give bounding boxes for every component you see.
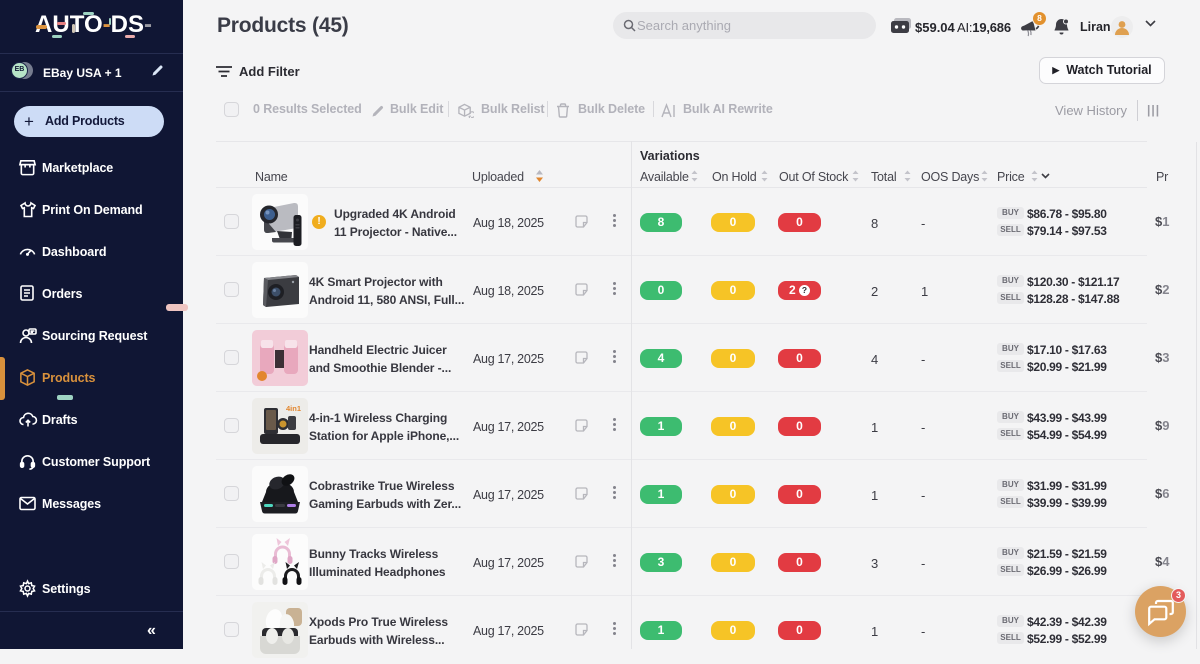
svg-text:4in1: 4in1 [286,404,301,413]
